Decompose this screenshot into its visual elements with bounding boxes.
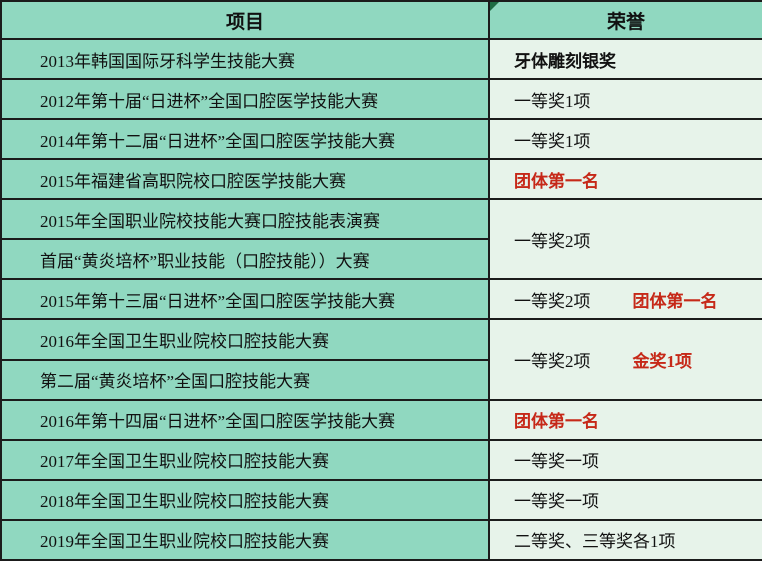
table-row: 首届“黄炎培杯”职业技能（口腔技能））大赛 xyxy=(0,238,762,281)
project-cell: 2016年全国卫生职业院校口腔技能大赛 xyxy=(0,318,490,361)
honor-cell: 一等奖2项 xyxy=(488,198,762,281)
table-row: 2012年第十届“日进杯”全国口腔医学技能大赛 一等奖1项 xyxy=(0,78,762,121)
project-cell: 2017年全国卫生职业院校口腔技能大赛 xyxy=(0,438,490,481)
project-cell: 2016年第十四届“日进杯”全国口腔医学技能大赛 xyxy=(0,398,490,441)
project-cell: 2014年第十二届“日进杯”全国口腔医学技能大赛 xyxy=(0,118,490,161)
project-cell: 首届“黄炎培杯”职业技能（口腔技能））大赛 xyxy=(0,238,490,281)
project-cell: 2019年全国卫生职业院校口腔技能大赛 xyxy=(0,518,490,561)
header-honor-label: 荣誉 xyxy=(606,11,645,33)
project-cell: 2015年福建省高职院校口腔医学技能大赛 xyxy=(0,158,490,201)
project-cell: 2018年全国卫生职业院校口腔技能大赛 xyxy=(0,478,490,521)
header-cell-honor: 荣誉 xyxy=(488,0,762,40)
table-body: 2013年韩国国际牙科学生技能大赛 牙体雕刻银奖 2012年第十届“日进杯”全国口腔… xyxy=(0,37,762,561)
table-row: 2016年第十四届“日进杯”全国口腔医学技能大赛 团体第一名 xyxy=(0,398,762,441)
header-row: 项目 荣誉 xyxy=(0,0,762,40)
table-row: 2017年全国卫生职业院校口腔技能大赛 一等奖一项 xyxy=(0,438,762,481)
table-row: 2019年全国卫生职业院校口腔技能大赛 二等奖、三等奖各1项 xyxy=(0,518,762,561)
honor-highlight-text: 金奖1项 xyxy=(632,352,693,371)
table-row: 2015年第十三届“日进杯”全国口腔医学技能大赛 一等奖2项 团体第一名 xyxy=(0,278,762,321)
project-cell: 2012年第十届“日进杯”全国口腔医学技能大赛 xyxy=(0,78,490,121)
header-cell-project: 项目 xyxy=(0,0,490,40)
honor-cell: 一等奖1项 xyxy=(488,118,762,161)
honor-text: 一等奖一项 xyxy=(514,452,599,472)
honor-highlight-text: 团体第一名 xyxy=(514,171,599,191)
honor-cell: 一等奖2项 金奖1项 xyxy=(488,318,762,401)
honor-cell: 团体第一名 xyxy=(488,158,762,201)
honor-cell: 一等奖2项 团体第一名 xyxy=(488,278,762,321)
honor-cell: 一等奖一项 xyxy=(488,478,762,521)
honor-text: 一等奖1项 xyxy=(514,131,591,151)
honor-text: 一等奖一项 xyxy=(514,492,599,512)
table-row: 第二届“黄炎培杯”全国口腔技能大赛 xyxy=(0,358,762,401)
table-row: 2013年韩国国际牙科学生技能大赛 牙体雕刻银奖 xyxy=(0,37,762,81)
honor-text: 一等奖1项 xyxy=(514,91,591,111)
table-row: 2016年全国卫生职业院校口腔技能大赛一等奖2项 金奖1项 xyxy=(0,318,762,401)
honor-text: 二等奖、三等奖各1项 xyxy=(514,532,676,552)
honor-highlight-text: 团体第一名 xyxy=(514,412,599,432)
honor-cell: 团体第一名 xyxy=(488,398,762,441)
honor-text: 一等奖2项 xyxy=(514,291,591,311)
honor-cell: 牙体雕刻银奖 xyxy=(488,37,762,81)
honor-text: 一等奖2项 xyxy=(514,231,591,251)
table-row: 2015年福建省高职院校口腔医学技能大赛 团体第一名 xyxy=(0,158,762,201)
project-cell: 2015年第十三届“日进杯”全国口腔医学技能大赛 xyxy=(0,278,490,321)
comment-triangle-icon xyxy=(491,3,499,11)
project-cell: 2015年全国职业院校技能大赛口腔技能表演赛 xyxy=(0,198,490,241)
honor-cell: 一等奖1项 xyxy=(488,78,762,121)
table-row: 2018年全国卫生职业院校口腔技能大赛 一等奖一项 xyxy=(0,478,762,521)
project-cell: 2013年韩国国际牙科学生技能大赛 xyxy=(0,37,490,81)
header-project-label: 项目 xyxy=(225,11,264,33)
honor-text: 牙体雕刻银奖 xyxy=(514,51,616,71)
honor-text: 一等奖2项 xyxy=(514,352,591,371)
project-cell: 第二届“黄炎培杯”全国口腔技能大赛 xyxy=(0,358,490,401)
honor-highlight-text: 团体第一名 xyxy=(632,291,718,311)
honor-cell: 二等奖、三等奖各1项 xyxy=(488,518,762,561)
table-row: 2014年第十二届“日进杯”全国口腔医学技能大赛 一等奖1项 xyxy=(0,118,762,161)
honor-cell: 一等奖一项 xyxy=(488,438,762,481)
table-row: 2015年全国职业院校技能大赛口腔技能表演赛一等奖2项 xyxy=(0,198,762,281)
